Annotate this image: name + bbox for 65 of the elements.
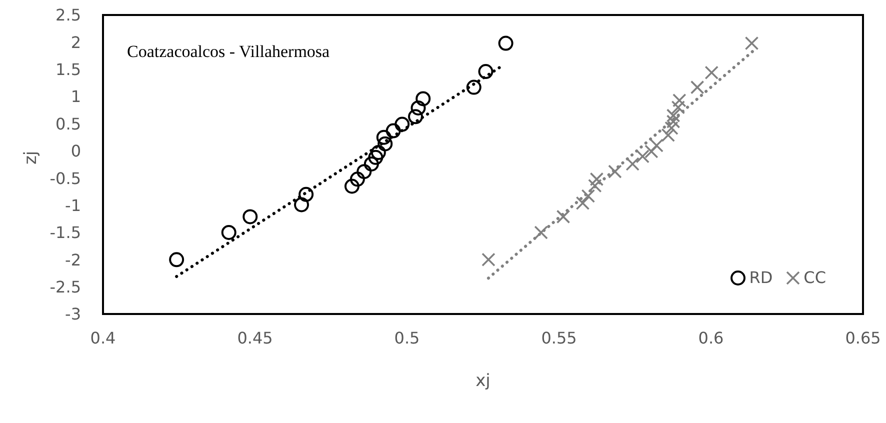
x-tick-label: 0.4	[90, 328, 116, 348]
point	[704, 66, 719, 80]
point	[344, 178, 360, 194]
point	[294, 197, 310, 212]
point	[498, 36, 514, 51]
y-tick-label: 0.5	[56, 114, 81, 134]
legend-label: RD	[749, 268, 773, 287]
point	[408, 109, 424, 124]
point	[671, 100, 686, 114]
point	[478, 64, 494, 80]
x-tick-label: 0.45	[237, 328, 273, 348]
y-tick-label: 1.5	[56, 60, 81, 80]
y-tick-label: 2	[70, 32, 81, 52]
point	[394, 116, 410, 132]
point	[626, 157, 640, 171]
point	[661, 128, 676, 142]
point	[370, 145, 386, 160]
point	[410, 100, 426, 116]
annotation: Coatzacoalcos - Villahermosa	[127, 42, 330, 62]
y-tick-label: 0	[70, 142, 81, 161]
point	[221, 224, 236, 240]
point	[242, 209, 258, 224]
x-tick-label: 0.55	[541, 328, 577, 348]
point	[356, 164, 372, 180]
point	[534, 226, 548, 240]
point	[672, 93, 686, 108]
legend-label: CC	[804, 268, 826, 287]
point	[386, 123, 401, 138]
point	[590, 172, 604, 186]
point	[466, 80, 482, 95]
x-tick-label: 0.5	[394, 328, 420, 348]
point	[169, 252, 184, 268]
point	[378, 136, 393, 152]
point	[416, 91, 431, 106]
point	[666, 114, 680, 128]
point	[644, 144, 658, 158]
y-tick-label: -1.5	[50, 223, 81, 242]
y-tick-label: -2	[65, 250, 81, 270]
point	[376, 130, 392, 145]
point	[666, 108, 680, 122]
point	[350, 172, 365, 187]
point	[368, 150, 384, 165]
point	[664, 121, 678, 135]
point	[636, 149, 650, 164]
y-tick-label: -2.5	[50, 278, 81, 296]
y-tick-label: 1	[70, 87, 81, 106]
point	[588, 178, 602, 193]
y-axis-title: zj	[21, 150, 42, 164]
point	[482, 252, 496, 267]
point	[576, 196, 590, 210]
point	[364, 156, 379, 172]
y-tick-label: -0.5	[50, 168, 81, 188]
point	[581, 189, 596, 203]
x-tick-label: 0.65	[845, 328, 881, 348]
x-axis-title: xj	[476, 371, 490, 391]
point	[690, 80, 704, 94]
x-tick-label: 0.6	[698, 328, 724, 348]
y-tick-label: -1	[65, 196, 81, 215]
y-tick-label: 2.5	[56, 6, 81, 25]
point	[608, 164, 622, 178]
point	[556, 210, 570, 224]
point	[744, 36, 759, 50]
point	[650, 138, 664, 152]
point	[298, 186, 314, 202]
y-tick-label: -3	[65, 304, 81, 324]
